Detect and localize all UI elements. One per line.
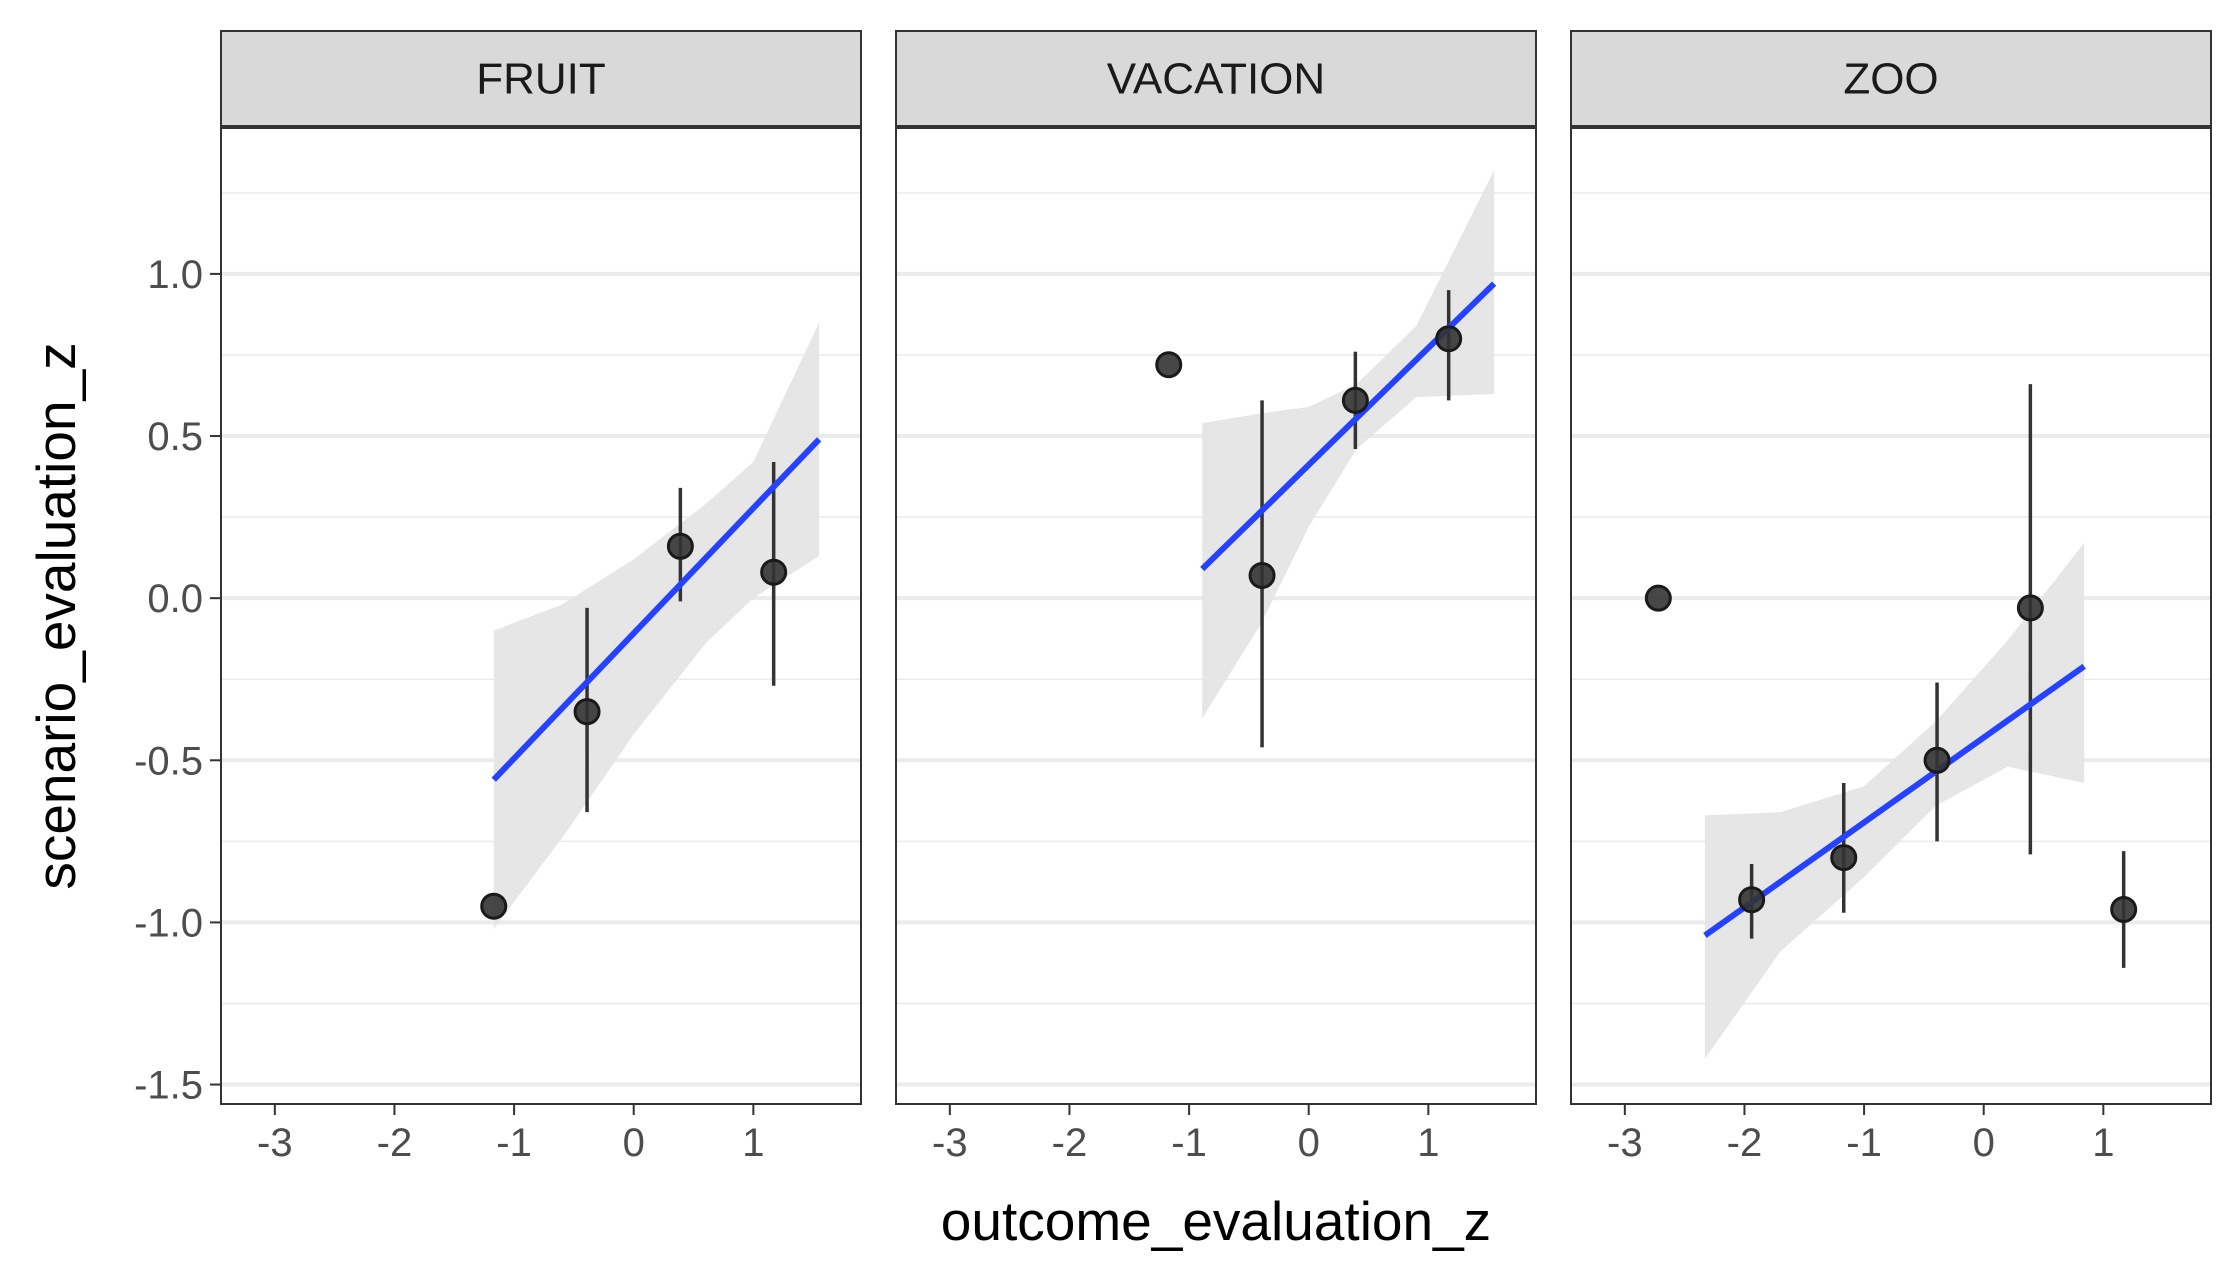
confidence-ribbon [493, 322, 820, 929]
data-point [1341, 386, 1369, 414]
x-tick-label: -3 [1607, 1121, 1643, 1165]
data-point [2016, 594, 2044, 622]
x-tick-label: -1 [496, 1121, 532, 1165]
facet-strip [1570, 30, 2212, 127]
data-point [573, 698, 601, 726]
facet-title: FRUIT [476, 55, 606, 104]
plot-background [1571, 128, 2211, 1104]
facet-panel-vacation: VACATION -3 -2 -1 0 1 [895, 30, 1537, 1165]
x-tick-label: 0 [1298, 1121, 1320, 1165]
panel-border [895, 127, 1537, 1105]
data-point [666, 532, 694, 560]
x-tick-label: 0 [1973, 1121, 1995, 1165]
facet-title: ZOO [1843, 55, 1938, 104]
data-point [1644, 584, 1672, 612]
y-tick-label: -1.0 [134, 901, 203, 945]
y-tick-label: 0.5 [147, 415, 203, 459]
y-tick-label: -0.5 [134, 739, 203, 783]
data-point [1830, 844, 1858, 872]
data-point [480, 892, 508, 920]
data-point [1738, 886, 1766, 914]
data-point [2110, 895, 2138, 923]
y-tick-label: -1.5 [134, 1064, 203, 1108]
confidence-ribbon [1202, 170, 1495, 719]
data-point [1248, 561, 1276, 589]
facet-title: VACATION [1107, 55, 1325, 104]
facet-panel-zoo: ZOO -3 -2 -1 0 1 [1570, 30, 2212, 1165]
y-tick-label: 0.0 [147, 577, 203, 621]
facet-panel-fruit: FRUIT -3 -2 -1 0 1 [220, 30, 862, 1165]
x-tick-label: 1 [742, 1121, 764, 1165]
x-tick-label: 1 [1417, 1121, 1439, 1165]
fit-line [491, 437, 822, 782]
x-tick-label: -2 [1727, 1121, 1763, 1165]
data-point [1923, 746, 1951, 774]
x-axis-title: outcome_evaluation_z [941, 1190, 1491, 1252]
data-point [760, 558, 788, 586]
x-tick-label: -3 [932, 1121, 968, 1165]
x-tick-label: -2 [377, 1121, 413, 1165]
x-tick-label: -2 [1052, 1121, 1088, 1165]
facet-strip [895, 30, 1537, 127]
x-tick-label: -1 [1846, 1121, 1882, 1165]
x-tick-label: 0 [623, 1121, 645, 1165]
x-tick-label: -3 [257, 1121, 293, 1165]
x-tick-label: -1 [1171, 1121, 1207, 1165]
y-tick-label: 1.0 [147, 253, 203, 297]
facet-strip [220, 30, 862, 127]
panel-border [1570, 127, 2212, 1105]
panel-border [220, 127, 862, 1105]
fit-line [1703, 663, 2086, 938]
y-axis-title: scenario_evaluation_z [25, 342, 87, 889]
data-point [1155, 351, 1183, 379]
data-point [1435, 325, 1463, 353]
x-tick-label: 1 [2092, 1121, 2114, 1165]
